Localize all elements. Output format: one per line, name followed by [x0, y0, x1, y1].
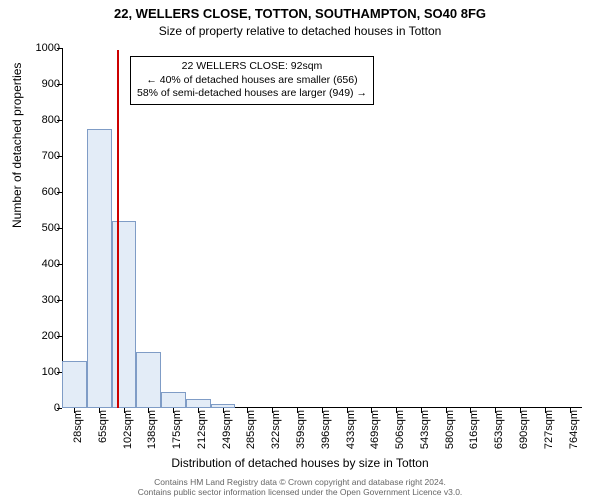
y-tick-label: 400: [0, 258, 60, 270]
x-tick-label: 580sqm: [444, 410, 456, 449]
histogram-bar: [186, 399, 211, 408]
chart-title-sub: Size of property relative to detached ho…: [0, 24, 600, 38]
x-tick-label: 212sqm: [196, 410, 208, 449]
y-tick-label: 0: [0, 402, 60, 414]
y-tick-label: 600: [0, 186, 60, 198]
x-tick-label: 653sqm: [493, 410, 505, 449]
y-tick-mark: [57, 84, 62, 85]
y-tick-mark: [57, 264, 62, 265]
y-tick-label: 800: [0, 114, 60, 126]
x-tick-label: 249sqm: [221, 410, 233, 449]
y-tick-label: 900: [0, 78, 60, 90]
y-tick-label: 1000: [0, 42, 60, 54]
y-tick-mark: [57, 120, 62, 121]
chart-title-main: 22, WELLERS CLOSE, TOTTON, SOUTHAMPTON, …: [0, 6, 600, 21]
x-tick-label: 359sqm: [295, 410, 307, 449]
y-tick-mark: [57, 300, 62, 301]
y-tick-label: 300: [0, 294, 60, 306]
x-tick-label: 65sqm: [97, 410, 109, 443]
y-tick-label: 500: [0, 222, 60, 234]
y-tick-label: 700: [0, 150, 60, 162]
annotation-line-3: 58% of semi-detached houses are larger (…: [137, 87, 367, 101]
x-tick-label: 102sqm: [122, 410, 134, 449]
y-tick-label: 200: [0, 330, 60, 342]
histogram-bar: [112, 221, 137, 408]
annotation-box: 22 WELLERS CLOSE: 92sqm← 40% of detached…: [130, 56, 374, 105]
x-tick-label: 469sqm: [369, 410, 381, 449]
plot-area: 0100200300400500600700800900100028sqm65s…: [62, 48, 582, 408]
annotation-line-2: ← 40% of detached houses are smaller (65…: [137, 74, 367, 88]
x-tick-label: 543sqm: [419, 410, 431, 449]
x-tick-label: 616sqm: [468, 410, 480, 449]
x-tick-label: 506sqm: [394, 410, 406, 449]
x-tick-label: 690sqm: [518, 410, 530, 449]
x-tick-label: 322sqm: [270, 410, 282, 449]
y-tick-label: 100: [0, 366, 60, 378]
histogram-bar: [87, 129, 112, 408]
x-tick-label: 285sqm: [245, 410, 257, 449]
y-tick-mark: [57, 156, 62, 157]
y-tick-mark: [57, 48, 62, 49]
footer-attribution: Contains HM Land Registry data © Crown c…: [0, 477, 600, 497]
histogram-bar: [161, 392, 186, 408]
y-tick-mark: [57, 408, 62, 409]
y-tick-mark: [57, 336, 62, 337]
x-tick-label: 433sqm: [345, 410, 357, 449]
x-tick-label: 28sqm: [72, 410, 84, 443]
annotation-line-1: 22 WELLERS CLOSE: 92sqm: [137, 60, 367, 74]
x-tick-label: 396sqm: [320, 410, 332, 449]
histogram-bar: [136, 352, 161, 408]
histogram-bar: [62, 361, 87, 408]
x-tick-label: 138sqm: [146, 410, 158, 449]
y-tick-mark: [57, 228, 62, 229]
footer-line-1: Contains HM Land Registry data © Crown c…: [154, 477, 446, 487]
x-tick-label: 764sqm: [568, 410, 580, 449]
marker-line: [117, 50, 119, 408]
y-tick-mark: [57, 192, 62, 193]
x-axis-label: Distribution of detached houses by size …: [0, 456, 600, 470]
x-tick-label: 175sqm: [171, 410, 183, 449]
footer-line-2: Contains public sector information licen…: [138, 487, 463, 497]
x-tick-label: 727sqm: [543, 410, 555, 449]
